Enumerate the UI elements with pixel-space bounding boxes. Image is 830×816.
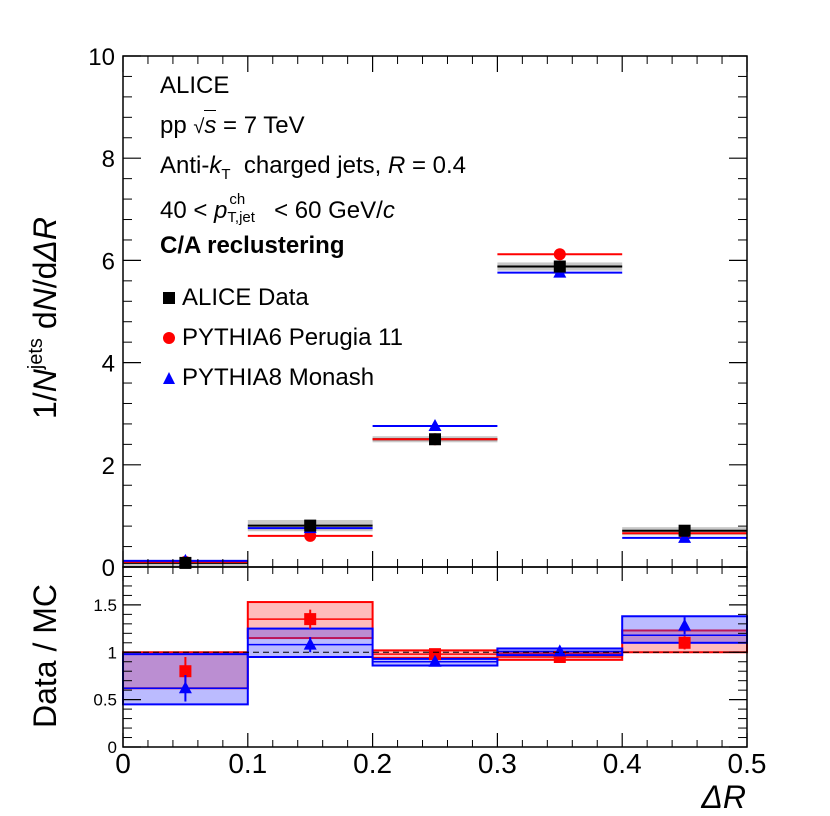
method-label: C/A reclustering	[160, 232, 345, 259]
legend-label: ALICE Data	[182, 284, 309, 311]
y-tick-label: 2	[102, 453, 115, 480]
pt-range-label: 40 < p ch T,jet < 60 GeV/c	[160, 191, 395, 226]
axis-ticks	[122, 55, 748, 748]
square-ratio-point	[304, 613, 317, 626]
upper-y-axis-label: 1/Njets dN/dΔR	[25, 217, 63, 419]
pt-c: c	[382, 197, 395, 224]
triangle-data-point	[428, 418, 442, 431]
y-tick-label: 4	[102, 351, 115, 378]
y-tick-label: 6	[102, 248, 115, 275]
energy-post: = 7 TeV	[216, 112, 305, 139]
legend-label: PYTHIA6 Perugia 11	[182, 324, 404, 351]
jet-post: = 0.4	[405, 152, 467, 179]
ratio-y-tick-label: 1	[108, 643, 117, 662]
x-tick-label: 0.2	[353, 748, 392, 779]
circle-data-point	[553, 248, 566, 261]
ratio-y-tick-label: 0.5	[93, 691, 117, 710]
jet-pre: Anti-	[160, 152, 210, 179]
x-tick-label: 0.1	[228, 748, 267, 779]
pt-sub: T,jet	[227, 209, 255, 226]
axis-tick-labels: 0 2 4 6 8 10 0 0.5 1 1.5 0 0.1 0.2 0.3 0.4 0.5	[88, 44, 766, 779]
pt-pre: 40 <	[160, 197, 215, 224]
pt-indices: ch T,jet	[227, 191, 267, 226]
ratio-y-axis-label: Data / MC	[27, 584, 63, 728]
triangle-data-point	[678, 530, 692, 543]
ratio-y-tick-label: 0	[108, 738, 117, 757]
ratio-y-tick-label: 1.5	[93, 596, 117, 615]
square-marker-icon	[163, 292, 175, 304]
upper-markers	[123, 248, 747, 569]
ratio-markers	[178, 609, 692, 702]
triangle-marker-icon	[163, 372, 175, 384]
y-tick-label: 10	[88, 44, 115, 71]
circle-marker-icon	[163, 332, 175, 344]
sqrt-symbol: √	[193, 116, 205, 138]
square-ratio-point	[429, 648, 441, 661]
jet-definition-label: Anti-kT charged jets, R = 0.4	[160, 154, 466, 187]
x-tick-label: 0.3	[478, 748, 517, 779]
y-tick-label: 8	[102, 146, 115, 173]
square-ratio-point	[179, 665, 192, 678]
energy-pre: pp	[160, 112, 187, 139]
y-tick-label: 0	[102, 555, 115, 582]
square-ratio-point	[678, 636, 691, 649]
pt-sup: ch	[229, 191, 246, 208]
triangle-ratio-point	[178, 681, 192, 694]
energy-label: pp √s = 7 TeV	[160, 110, 305, 139]
jet-R: R	[387, 152, 406, 179]
x-tick-label: 0.5	[728, 748, 767, 779]
triangle-ratio-point	[678, 618, 692, 631]
pt-post: < 60 GeV/	[267, 197, 383, 224]
triangle-ratio-point	[553, 644, 567, 657]
jet-k: k	[209, 152, 222, 179]
triangle-ratio-point	[428, 654, 442, 667]
jet-T: T	[221, 166, 231, 183]
square-data-point	[553, 260, 566, 273]
x-tick-label: 0	[115, 748, 131, 779]
square-data-point	[304, 519, 317, 532]
x-axis-label: ΔR	[700, 779, 746, 815]
square-data-point	[179, 556, 192, 569]
energy-s: s	[204, 110, 217, 139]
ratio-frame	[122, 566, 748, 748]
square-data-point	[678, 524, 691, 537]
experiment-label: ALICE	[160, 72, 230, 99]
square-data-point	[429, 433, 441, 446]
jet-mid: charged jets,	[230, 152, 388, 179]
pt-p: p	[214, 197, 228, 224]
x-tick-label: 0.4	[603, 748, 642, 779]
legend-label: PYTHIA8 Monash	[182, 364, 375, 391]
triangle-ratio-point	[303, 637, 317, 650]
